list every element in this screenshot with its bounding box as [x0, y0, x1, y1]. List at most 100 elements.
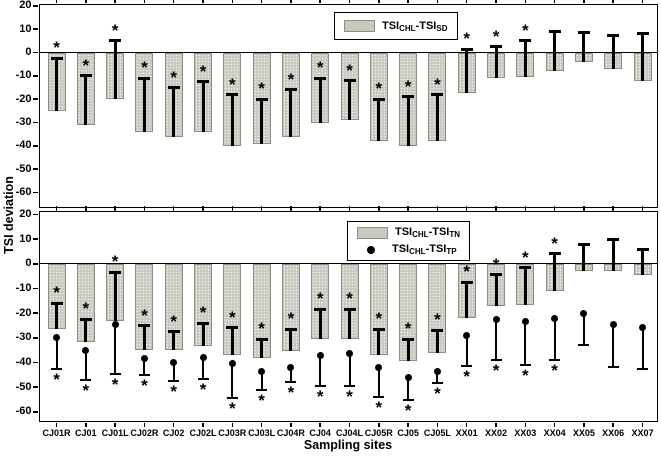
y-tick-label: -20: [15, 92, 32, 105]
bar-CJ04L: [340, 263, 359, 340]
error-cap: [50, 301, 63, 305]
error-bar: [523, 40, 527, 78]
error-cap: [197, 80, 209, 84]
tp-dot: [492, 315, 500, 323]
error-cap: [636, 247, 649, 251]
y-tick: [32, 386, 38, 388]
tp-dot: [170, 359, 178, 366]
error-cap: [79, 74, 92, 78]
significance-star: *: [170, 382, 177, 402]
x-axis-label: CJ05: [397, 427, 419, 438]
error-cap: [256, 388, 268, 391]
x-tick: [407, 205, 409, 210]
error-cap: [79, 317, 92, 321]
error-bar: [611, 35, 615, 69]
error-bar: [612, 324, 615, 368]
x-axis-label: XX05: [572, 427, 595, 438]
error-cap: [226, 326, 239, 330]
significance-star: *: [492, 26, 500, 46]
x-axis-label: CJ01: [75, 427, 97, 438]
error-bar: [113, 272, 117, 321]
x-tick: [114, 422, 116, 427]
error-bar: [55, 303, 58, 330]
error-cap: [431, 382, 443, 385]
error-cap: [577, 31, 590, 35]
y-tick: [32, 51, 38, 54]
bar-CJ02: [164, 263, 183, 351]
x-tick: [612, 0, 614, 3]
y-tick: [32, 263, 38, 265]
x-tick: [553, 0, 556, 3]
x-tick: [290, 422, 292, 427]
significance-star: *: [199, 379, 207, 399]
x-tick: [583, 0, 585, 3]
legend-sd: TSICHL-TSISD: [334, 12, 458, 40]
y-tick-label: -50: [15, 380, 32, 393]
error-bar: [348, 309, 351, 340]
x-tick: [348, 0, 351, 3]
y-tick-label: -60: [15, 405, 32, 418]
y-tick: [32, 238, 38, 240]
x-tick: [407, 0, 409, 3]
x-tick: [260, 205, 263, 210]
bar-CJ02L: [194, 263, 212, 347]
legend-row-tn: TSICHL-TSITN: [348, 224, 469, 241]
error-cap: [460, 280, 473, 284]
significance-star: *: [199, 303, 207, 323]
significance-star: *: [492, 361, 500, 381]
error-cap: [372, 327, 385, 331]
error-cap: [519, 39, 532, 43]
error-cap: [490, 359, 502, 362]
significance-star: *: [53, 369, 60, 389]
legend-label-tp: TSICHL-TSITP: [392, 243, 457, 256]
x-tick: [319, 0, 321, 3]
error-bar: [582, 313, 585, 346]
x-axis-label: CJ02R: [130, 427, 159, 438]
x-tick: [524, 0, 527, 3]
significance-star: *: [170, 311, 177, 331]
error-cap: [255, 97, 268, 101]
x-tick: [202, 0, 204, 3]
error-cap: [402, 95, 415, 99]
error-cap: [167, 330, 180, 334]
x-tick: [114, 0, 116, 3]
x-tick: [290, 0, 292, 3]
x-axis-label: CJ01L: [101, 427, 129, 438]
x-tick: [407, 422, 409, 427]
significance-star: *: [82, 55, 90, 75]
error-bar: [289, 367, 292, 383]
legend-label-tn: TSICHL-TSITN: [395, 226, 461, 239]
x-axis-label: XX06: [602, 427, 625, 438]
significance-star: *: [551, 361, 558, 381]
x-tick: [202, 422, 204, 427]
error-cap: [314, 76, 327, 80]
x-tick: [290, 205, 292, 210]
x-axis-label: CJ02: [162, 427, 185, 438]
error-cap: [314, 384, 326, 387]
error-cap: [285, 381, 297, 384]
significance-star: *: [199, 61, 207, 81]
error-bar: [436, 371, 439, 384]
y-tick-label: -60: [15, 186, 32, 198]
x-tick: [495, 422, 497, 427]
error-cap: [548, 30, 561, 34]
significance-star: *: [346, 60, 353, 80]
significance-star: *: [141, 305, 148, 325]
error-cap: [490, 45, 502, 49]
x-axis-label: XX04: [543, 427, 566, 438]
y-tick-label: -30: [15, 116, 32, 129]
x-tick: [436, 205, 439, 210]
error-bar: [553, 253, 557, 291]
significance-star: *: [434, 74, 441, 94]
error-bar: [582, 32, 586, 62]
significance-star: *: [316, 58, 324, 78]
dot-swatch-icon: [367, 245, 375, 254]
bar-CJ01R: [47, 263, 66, 330]
error-bar: [523, 267, 527, 305]
x-tick: [143, 0, 146, 3]
significance-star: *: [82, 299, 90, 319]
x-tick: [436, 0, 439, 3]
error-bar: [55, 337, 58, 369]
tp-dot: [287, 363, 295, 371]
